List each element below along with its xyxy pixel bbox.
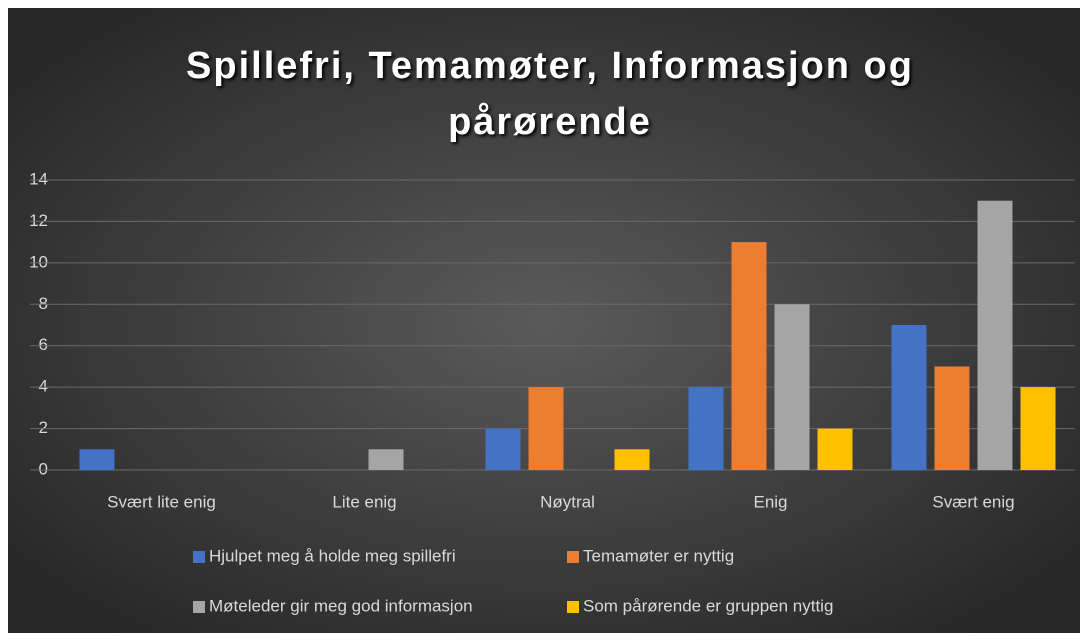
legend-label: Møteleder gir meg god informasjon xyxy=(209,596,473,615)
legend-label: Temamøter er nyttig xyxy=(583,546,734,565)
bar xyxy=(368,449,404,470)
chart-title: Spillefri, Temamøter, Informasjon og pår… xyxy=(186,45,914,143)
x-tick-label: Enig xyxy=(753,492,787,511)
legend-swatch xyxy=(193,601,205,613)
bar xyxy=(977,200,1013,470)
bar xyxy=(934,366,970,470)
x-tick-label: Nøytral xyxy=(540,492,595,511)
y-tick-label: 12 xyxy=(29,211,48,230)
legend-label: Hjulpet meg å holde meg spillefri xyxy=(209,546,456,565)
legend-swatch xyxy=(567,551,579,563)
x-tick-label: Lite enig xyxy=(332,492,396,511)
bar xyxy=(528,387,564,470)
y-tick-label: 14 xyxy=(29,169,48,188)
bar xyxy=(817,428,853,470)
y-tick-label: 8 xyxy=(39,294,48,313)
y-tick-label: 0 xyxy=(39,459,48,478)
bar xyxy=(731,242,767,470)
bar xyxy=(891,325,927,470)
legend-swatch xyxy=(193,551,205,563)
bar xyxy=(79,449,115,470)
bar xyxy=(485,428,521,470)
chart-background xyxy=(8,8,1080,633)
bar xyxy=(774,304,810,470)
y-tick-label: 6 xyxy=(39,335,48,354)
x-tick-label: Svært lite enig xyxy=(107,492,216,511)
y-tick-label: 2 xyxy=(39,418,48,437)
legend-label: Som pårørende er gruppen nyttig xyxy=(583,596,833,615)
bar xyxy=(614,449,650,470)
bar xyxy=(1020,387,1056,470)
legend-swatch xyxy=(567,601,579,613)
bar xyxy=(688,387,724,470)
y-tick-label: 10 xyxy=(29,252,48,271)
x-tick-label: Svært enig xyxy=(932,492,1014,511)
y-tick-label: 4 xyxy=(39,377,48,396)
